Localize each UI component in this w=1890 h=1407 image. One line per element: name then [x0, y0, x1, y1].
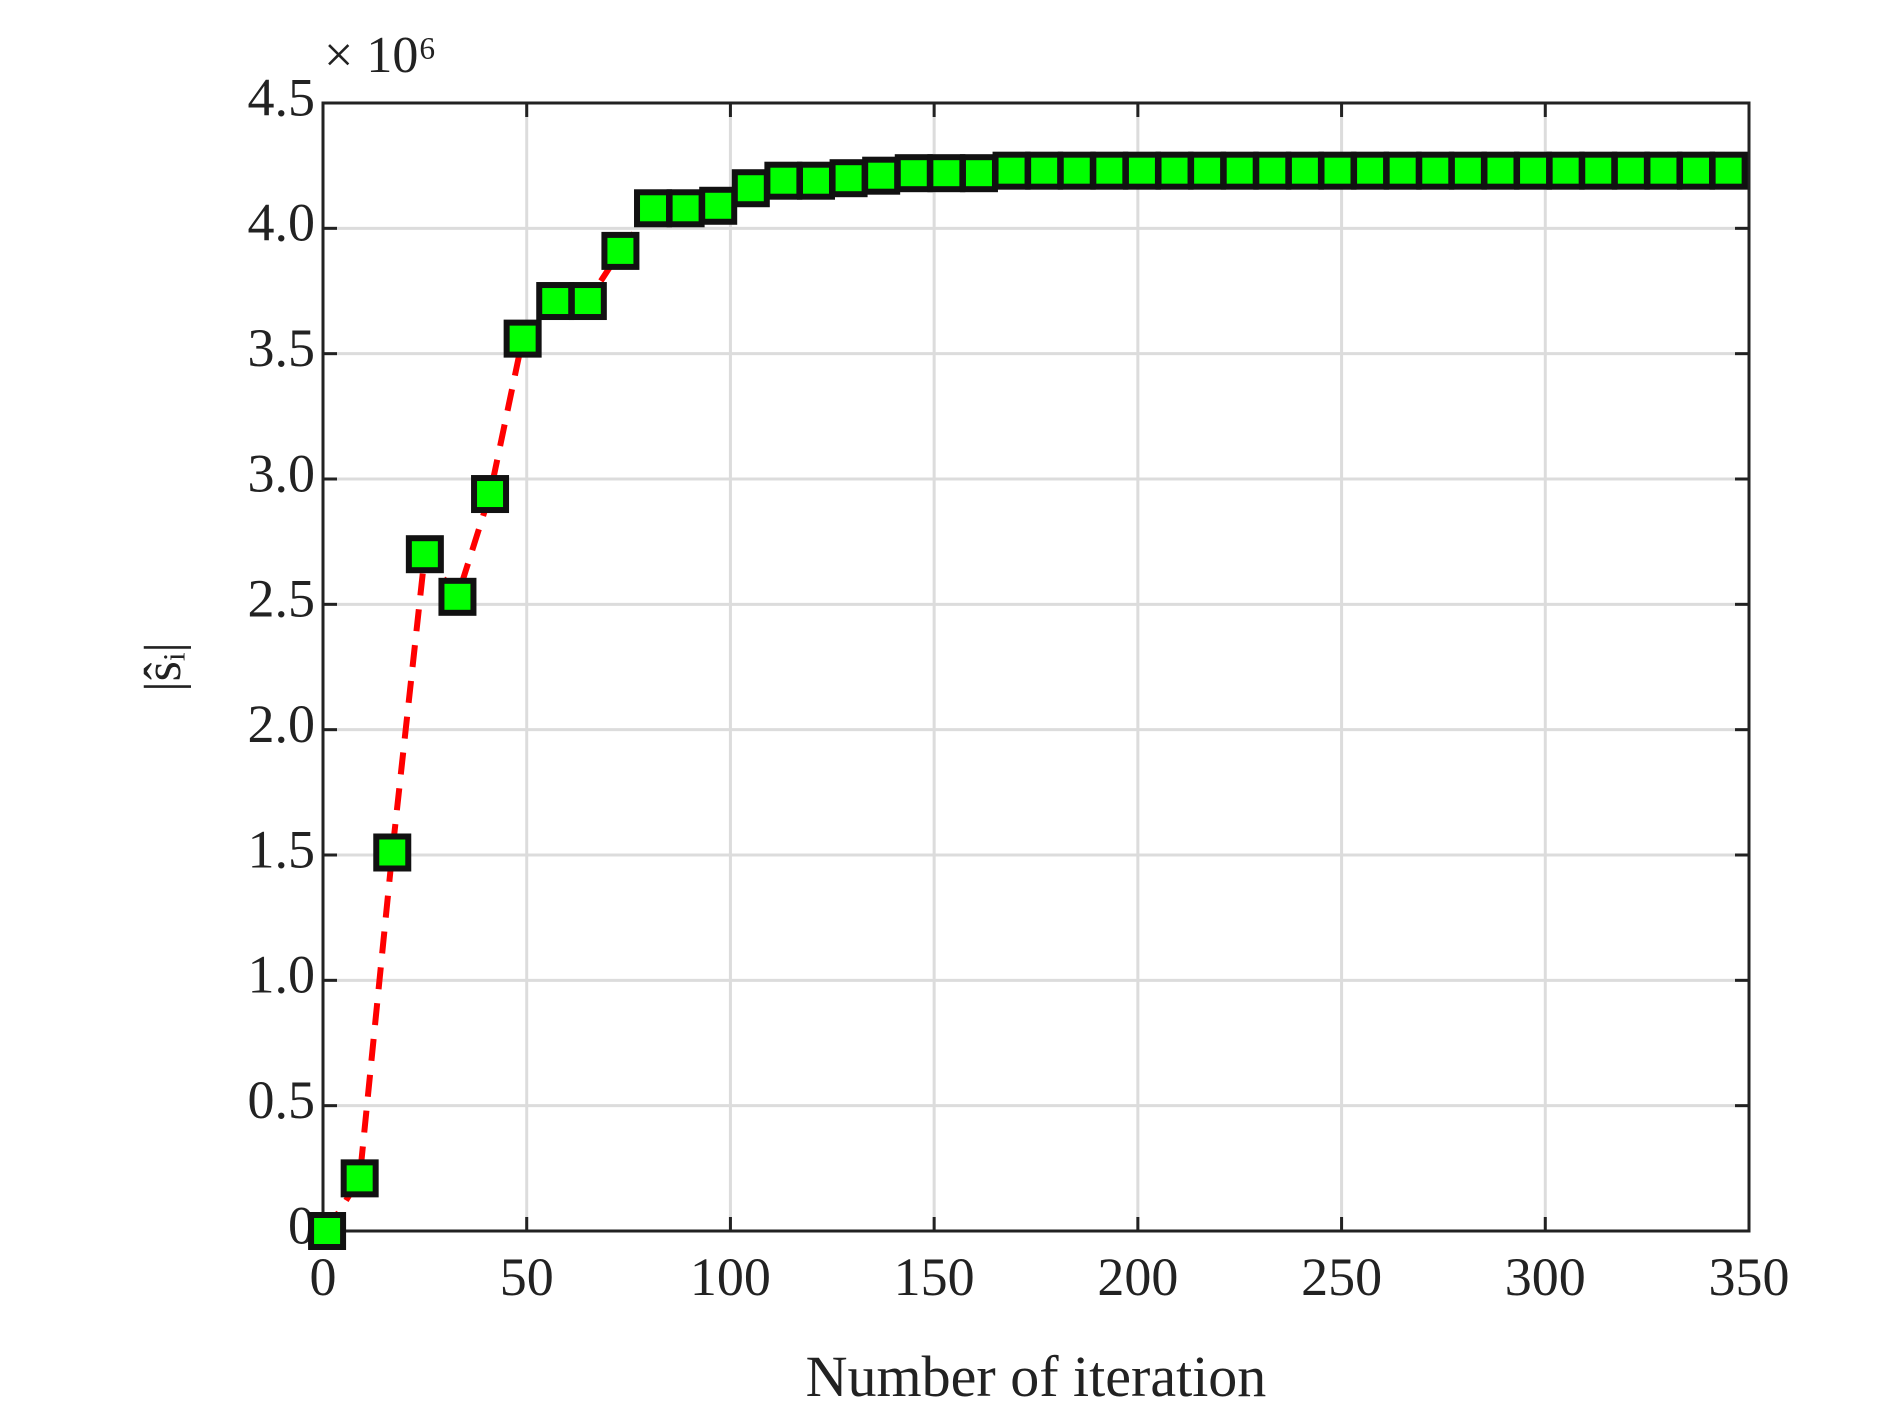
data-marker — [601, 231, 640, 270]
y-tick-label: 4.5 — [248, 67, 316, 127]
x-tick-label: 50 — [500, 1247, 554, 1307]
data-marker — [405, 535, 444, 574]
data-marker — [471, 475, 510, 514]
x-tick-label: 200 — [1097, 1247, 1178, 1307]
data-marker — [1285, 151, 1324, 190]
y-tick-label: 2.5 — [248, 569, 316, 629]
data-marker — [666, 189, 705, 228]
y-tick-label: 1.0 — [248, 945, 316, 1005]
data-marker — [1383, 151, 1422, 190]
data-marker — [438, 577, 477, 616]
data-marker — [536, 282, 575, 321]
x-tick-label: 350 — [1709, 1247, 1790, 1307]
data-marker — [1611, 151, 1650, 190]
data-marker — [1155, 151, 1194, 190]
data-marker — [373, 833, 412, 872]
data-marker — [862, 156, 901, 195]
data-marker — [992, 151, 1031, 190]
data-marker — [731, 169, 770, 208]
y-tick-label: 4.0 — [248, 193, 316, 253]
data-marker — [1579, 151, 1618, 190]
data-marker — [634, 189, 673, 228]
y-axis-label: |ŝᵢ| — [135, 642, 192, 692]
data-marker — [568, 282, 607, 321]
data-marker — [894, 154, 933, 193]
data-marker — [503, 319, 542, 358]
data-marker — [699, 186, 738, 225]
data-marker — [1481, 151, 1520, 190]
data-marker — [959, 154, 998, 193]
data-marker — [1416, 151, 1455, 190]
data-marker — [1514, 151, 1553, 190]
data-marker — [796, 161, 835, 200]
data-marker — [1122, 151, 1161, 190]
data-marker — [1351, 151, 1390, 190]
x-tick-label: 0 — [310, 1247, 337, 1307]
y-tick-label: 0.5 — [248, 1070, 316, 1130]
data-marker — [764, 161, 803, 200]
data-marker — [1546, 151, 1585, 190]
y-multiplier: × 10⁶ — [324, 27, 436, 84]
data-marker — [1025, 151, 1064, 190]
data-marker — [308, 1212, 347, 1250]
data-marker — [1677, 151, 1716, 190]
data-marker — [1220, 151, 1259, 190]
x-tick-label: 250 — [1301, 1247, 1382, 1307]
data-marker — [1709, 151, 1748, 190]
x-tick-label: 300 — [1505, 1247, 1586, 1307]
y-tick-label: 1.5 — [248, 819, 316, 879]
x-axis-label: Number of iteration — [806, 1344, 1267, 1407]
data-marker — [829, 159, 868, 198]
y-tick-label: 2.0 — [248, 694, 316, 754]
data-marker — [1318, 151, 1357, 190]
x-tick-label: 100 — [690, 1247, 771, 1307]
data-marker — [1253, 151, 1292, 190]
data-marker — [1090, 151, 1129, 190]
data-marker — [1448, 151, 1487, 190]
data-marker — [1057, 151, 1096, 190]
x-tick-label: 150 — [894, 1247, 975, 1307]
y-tick-label: 3.5 — [248, 318, 316, 378]
data-marker — [340, 1159, 379, 1198]
data-marker — [927, 154, 966, 193]
y-tick-label: 3.0 — [248, 443, 316, 503]
data-marker — [1644, 151, 1683, 190]
plot-frame — [321, 101, 1751, 1233]
data-marker — [1188, 151, 1227, 190]
